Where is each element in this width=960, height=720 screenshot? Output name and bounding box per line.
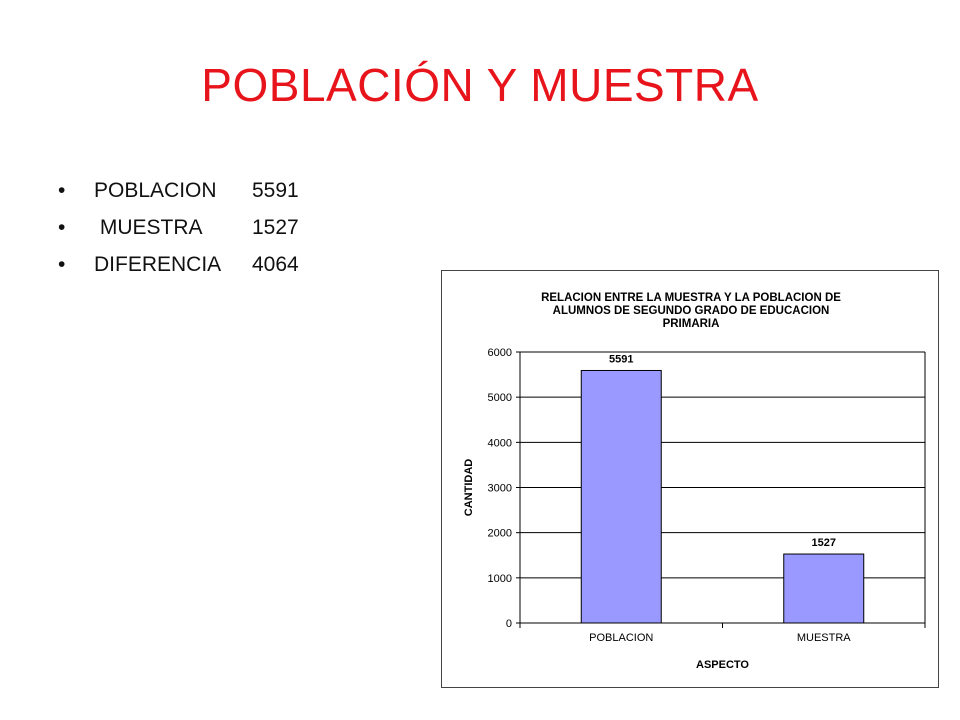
y-tick-label: 2000	[488, 528, 512, 540]
bar-poblacion	[580, 369, 662, 624]
x-axis-title: ASPECTO	[696, 659, 749, 671]
y-axis-title: CANTIDAD	[463, 459, 475, 516]
chart-frame: RELACION ENTRE LA MUESTRA Y LA POBLACION…	[441, 270, 939, 688]
chart-title-line: PRIMARIA	[663, 318, 720, 330]
x-tick-label: MUESTRA	[797, 632, 851, 644]
data-label: 1527	[812, 537, 836, 549]
y-tick-label: 0	[506, 618, 512, 630]
bullet-value: 5591	[252, 179, 299, 202]
bullet-dot-icon: •	[58, 179, 66, 202]
slide-title: POBLACIÓN Y MUESTRA	[201, 59, 759, 111]
chart-title-line: ALUMNOS DE SEGUNDO GRADO DE EDUCACION	[553, 305, 830, 317]
data-label: 5591	[609, 353, 633, 365]
bullet-value: 4064	[252, 253, 299, 276]
bullet-dot-icon: •	[58, 216, 66, 239]
y-tick-label: 1000	[488, 573, 512, 585]
bar-muestra	[783, 553, 865, 624]
y-tick-label: 5000	[488, 392, 512, 404]
y-tick-label: 6000	[488, 347, 512, 359]
bullet-label: MUESTRA	[94, 216, 203, 239]
y-tick-label: 4000	[488, 437, 512, 449]
bar-chart: RELACION ENTRE LA MUESTRA Y LA POBLACION…	[463, 292, 926, 671]
bullet-value: 1527	[252, 216, 299, 239]
bullet-dot-icon: •	[58, 253, 66, 276]
x-tick-label: POBLACION	[589, 632, 653, 644]
y-tick-label: 3000	[488, 483, 512, 495]
bullet-label: POBLACION	[94, 179, 217, 202]
bullet-label: DIFERENCIA	[94, 253, 222, 276]
chart-title-line: RELACION ENTRE LA MUESTRA Y LA POBLACION…	[541, 292, 841, 304]
